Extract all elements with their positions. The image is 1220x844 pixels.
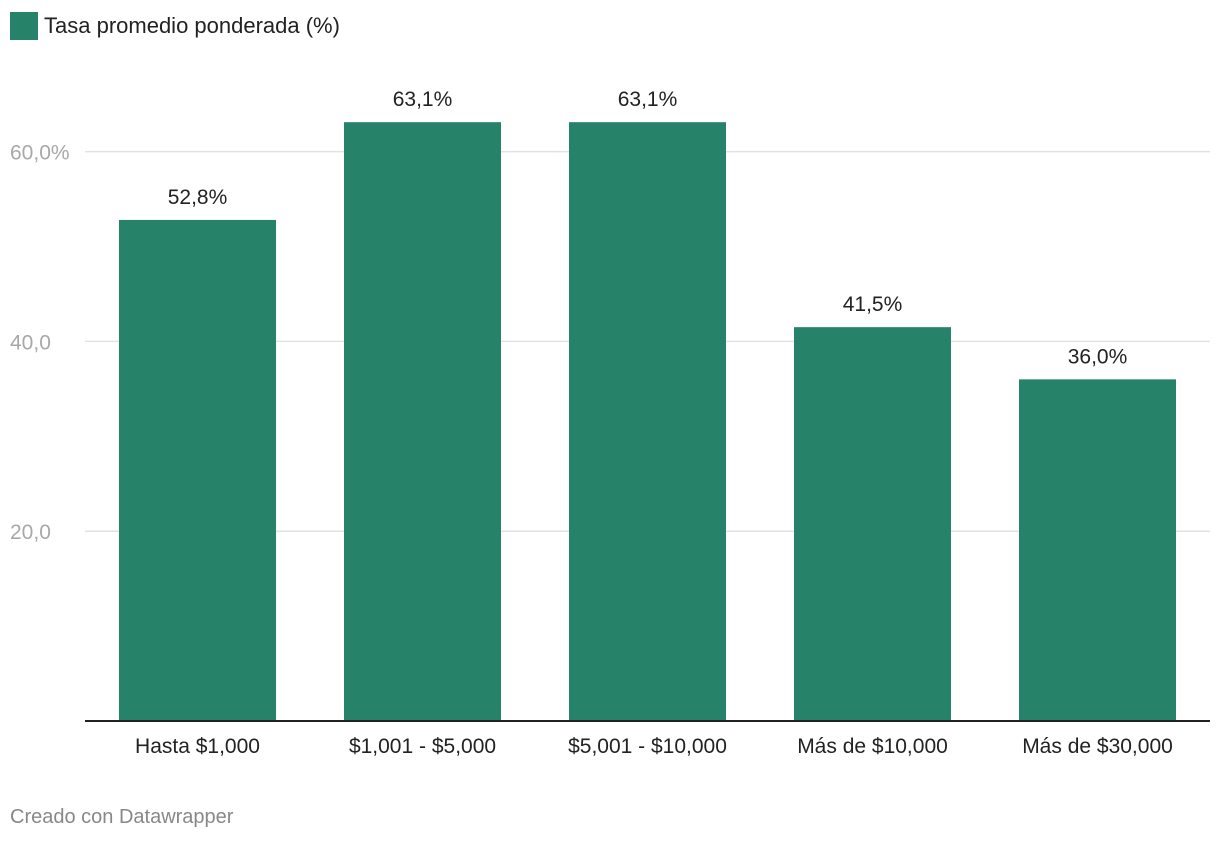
category-label-3: Más de $10,000 bbox=[797, 735, 948, 758]
value-label-3: 41,5% bbox=[843, 293, 903, 316]
y-tick-label-1: 40,0 bbox=[10, 331, 51, 354]
value-label-2: 63,1% bbox=[618, 88, 678, 111]
bars bbox=[119, 122, 1176, 722]
category-label-0: Hasta $1,000 bbox=[135, 735, 260, 758]
category-label-4: Más de $30,000 bbox=[1022, 735, 1173, 758]
legend-swatch bbox=[10, 12, 38, 40]
bar-0 bbox=[119, 219, 276, 722]
value-label-4: 36,0% bbox=[1068, 345, 1128, 368]
y-tick-label-2: 60,0% bbox=[10, 142, 70, 165]
value-labels: 52,8% 63,1% 63,1% 41,5% 36,0% bbox=[168, 88, 1128, 368]
bar-3 bbox=[794, 327, 951, 721]
footer-credit: Creado con Datawrapper bbox=[10, 806, 234, 828]
bar-4 bbox=[1019, 379, 1176, 721]
category-label-2: $5,001 - $10,000 bbox=[568, 735, 727, 758]
legend-label: Tasa promedio ponderada (%) bbox=[44, 13, 340, 38]
bar-2 bbox=[569, 122, 726, 721]
category-label-1: $1,001 - $5,000 bbox=[349, 735, 496, 758]
legend: Tasa promedio ponderada (%) bbox=[10, 12, 340, 40]
bar-1 bbox=[344, 122, 501, 721]
value-label-0: 52,8% bbox=[168, 186, 228, 209]
axes: Hasta $1,000 $1,001 - $5,000 $5,001 - $10,… bbox=[85, 720, 1210, 758]
value-label-1: 63,1% bbox=[393, 88, 453, 111]
y-tick-label-0: 20,0 bbox=[10, 521, 51, 544]
